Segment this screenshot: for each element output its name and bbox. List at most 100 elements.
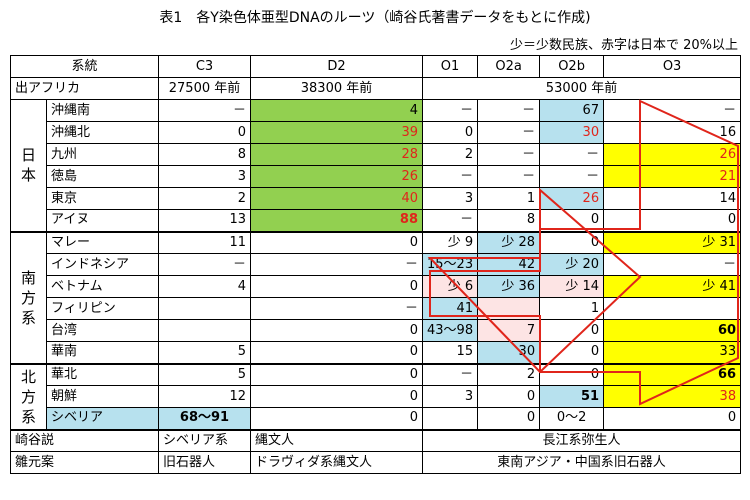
cell-o3 bbox=[603, 297, 742, 320]
group-north: 北方系 bbox=[10, 362, 47, 430]
table-row: 南方系 マレー 11 0 少 9 少 28 0 少 31 bbox=[10, 230, 742, 364]
cell-c3: 13 bbox=[158, 209, 251, 232]
o-age: 53000 年前 bbox=[421, 77, 742, 100]
cell-d2: － bbox=[250, 253, 423, 276]
cell-o2a: 2 bbox=[477, 362, 541, 386]
cell-c3: － bbox=[158, 253, 251, 276]
cell-o1: 15～23 bbox=[421, 253, 479, 276]
cell-o2a: 30 bbox=[477, 341, 541, 364]
cell-o2b: 0 bbox=[539, 362, 605, 386]
cell-o3: 21 bbox=[603, 165, 742, 188]
cell-o2b: 51 bbox=[539, 385, 605, 408]
col-header-o1: O1 bbox=[421, 55, 479, 78]
table-row: インドネシア － － 15～23 42 少 20 － bbox=[11, 253, 742, 276]
table-row: アイヌ 13 88 － 8 0 0 bbox=[11, 209, 742, 232]
cell-o1: 3 bbox=[421, 187, 479, 210]
cell-c3: 2 bbox=[158, 187, 251, 210]
row-name: 九州 bbox=[46, 143, 159, 166]
row-name: 沖縄北 bbox=[46, 121, 159, 144]
cell-c3 bbox=[158, 319, 251, 342]
table-row: 台湾 0 43～98 7 0 60 bbox=[11, 319, 742, 342]
cell-o1: 43～98 bbox=[421, 319, 479, 342]
cell-o1: 15 bbox=[421, 341, 479, 364]
cell-c3: 68～91 bbox=[158, 407, 251, 430]
row-name: 台湾 bbox=[46, 319, 159, 342]
table-row: 沖縄北 0 39 0 － 30 16 bbox=[11, 121, 742, 144]
table-subtitle: 少＝少数民族、赤字は日本で 20%以上 bbox=[509, 38, 738, 53]
cell-d2: 88 bbox=[250, 209, 423, 232]
cell-o2a: － bbox=[477, 143, 541, 166]
cell-o2a: 42 bbox=[477, 253, 541, 276]
row-name: 東京 bbox=[46, 187, 159, 210]
cell-o2b: 0 bbox=[539, 319, 605, 342]
col-header-o2a: O2a bbox=[477, 55, 541, 78]
cell-o2b: 67 bbox=[539, 99, 605, 122]
col-header-o3: O3 bbox=[603, 55, 742, 78]
cell-o2b: 0 bbox=[539, 209, 605, 232]
cell-o2a bbox=[477, 297, 541, 320]
row-name: アイヌ bbox=[46, 209, 159, 232]
cell-o2a: 8 bbox=[477, 209, 541, 232]
cell-o2a: 1 bbox=[477, 187, 541, 210]
table-row: 朝鮮 12 0 3 0 51 38 bbox=[11, 385, 742, 408]
cell-o1: 3 bbox=[421, 385, 479, 408]
cell-o3: 66 bbox=[603, 362, 742, 386]
row-name: 徳島 bbox=[46, 165, 159, 188]
group-japan: 日本 bbox=[10, 99, 47, 232]
cell-c3: 11 bbox=[158, 230, 251, 254]
cell-c3: 5 bbox=[158, 362, 251, 386]
table-row: 九州 8 28 2 － － 26 bbox=[11, 143, 742, 166]
group-south: 南方系 bbox=[10, 230, 47, 364]
cell-o2a: 少 36 bbox=[477, 275, 541, 298]
cell-o3: － bbox=[603, 99, 742, 122]
cell-d2: 39 bbox=[250, 121, 423, 144]
cell-o2b: － bbox=[539, 143, 605, 166]
cell-c3: 8 bbox=[158, 143, 251, 166]
cell-c3: 4 bbox=[158, 275, 251, 298]
cell-d2: 0 bbox=[250, 275, 423, 298]
table-title: 表1 各Y染色体亜型DNAのルーツ（崎谷氏著書データをもとに作成) bbox=[159, 10, 591, 26]
cell-d2: － bbox=[250, 297, 423, 320]
table-row: 東京 2 40 3 1 26 14 bbox=[11, 187, 742, 210]
row-name: 沖縄南 bbox=[46, 99, 159, 122]
cell-o1: 少 9 bbox=[421, 230, 479, 254]
cell-o2b: － bbox=[539, 165, 605, 188]
row-name: 華北 bbox=[46, 362, 159, 386]
cell-o2a: － bbox=[477, 121, 541, 144]
cell-o3: 33 bbox=[603, 341, 742, 364]
sakitani-label: 崎谷説 bbox=[10, 428, 159, 452]
lineage-label: 系統 bbox=[10, 55, 159, 78]
cell-o3: 0 bbox=[603, 407, 742, 430]
hinamoto-d2: ドラヴィダ系縄文人 bbox=[250, 451, 423, 474]
cell-o1: － bbox=[421, 165, 479, 188]
row-name: 華南 bbox=[46, 341, 159, 364]
cell-d2: 0 bbox=[250, 319, 423, 342]
cell-c3: 0 bbox=[158, 121, 251, 144]
col-header-o2b: O2b bbox=[539, 55, 605, 78]
footer-row-hinamoto: 雛元案 旧石器人 ドラヴィダ系縄文人 東南アジア・中国系旧石器人 bbox=[10, 451, 742, 474]
cell-d2: 40 bbox=[250, 187, 423, 210]
row-name: 朝鮮 bbox=[46, 385, 159, 408]
cell-o2b: 26 bbox=[539, 187, 605, 210]
cell-o2a: 0 bbox=[477, 407, 541, 430]
cell-o3: 60 bbox=[603, 319, 742, 342]
cell-o2a: 0 bbox=[477, 385, 541, 408]
cell-d2: 0 bbox=[250, 362, 423, 386]
header-row-age: 出アフリカ 27500 年前 38300 年前 53000 年前 bbox=[10, 77, 742, 100]
cell-o2a: － bbox=[477, 99, 541, 122]
cell-o3: 38 bbox=[603, 385, 742, 408]
row-name: ベトナム bbox=[46, 275, 159, 298]
hinamoto-label: 雛元案 bbox=[10, 451, 159, 474]
cell-o1: 2 bbox=[421, 143, 479, 166]
cell-c3: － bbox=[158, 99, 251, 122]
cell-o1: － bbox=[421, 209, 479, 232]
cell-o3: 16 bbox=[603, 121, 742, 144]
cell-o1: － bbox=[421, 362, 479, 386]
row-name: インドネシア bbox=[46, 253, 159, 276]
table-row: 華南 5 0 15 30 0 33 bbox=[11, 341, 742, 364]
cell-c3: 12 bbox=[158, 385, 251, 408]
cell-d2: 0 bbox=[250, 385, 423, 408]
cell-d2: 28 bbox=[250, 143, 423, 166]
cell-c3 bbox=[158, 297, 251, 320]
cell-o2b: 0 bbox=[539, 341, 605, 364]
